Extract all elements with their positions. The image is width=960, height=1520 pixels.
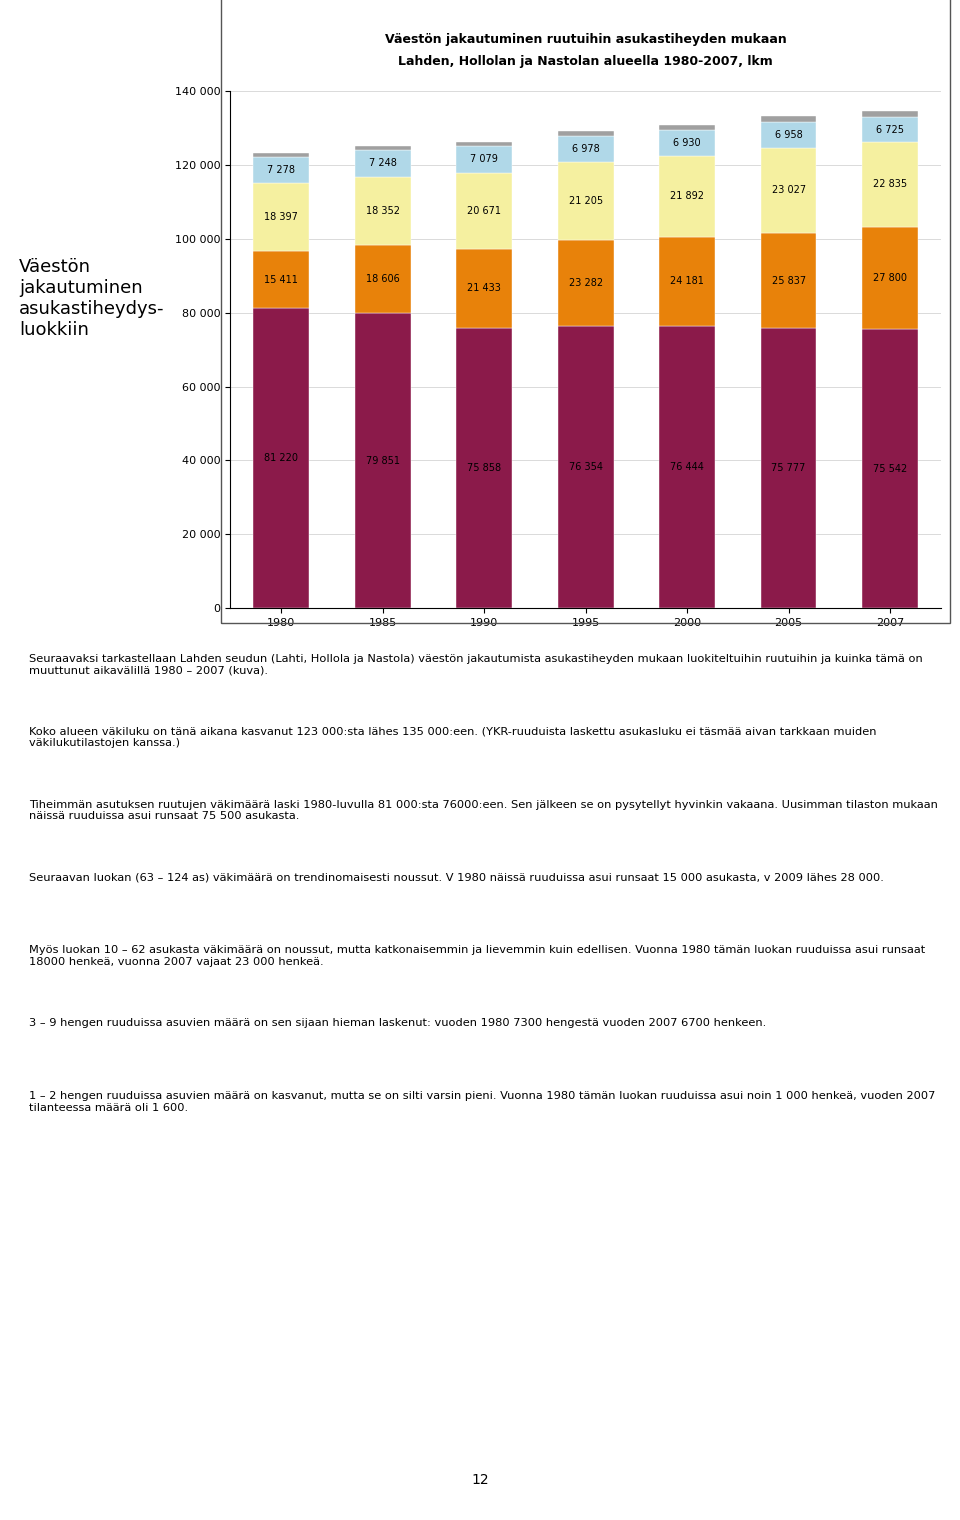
Bar [558, 131, 613, 137]
Text: 27 800: 27 800 [873, 272, 907, 283]
Text: Väestön
jakautuminen
asukastiheydys-
luokkiin: Väestön jakautuminen asukastiheydys- luo… [19, 258, 165, 339]
Bar [760, 328, 816, 608]
Bar [660, 125, 715, 131]
Text: 24 181: 24 181 [670, 277, 704, 286]
Bar [456, 141, 512, 146]
Text: 76 354: 76 354 [568, 462, 603, 473]
Bar [354, 176, 411, 245]
Text: Tiheimmän asutuksen ruutujen väkimäärä laski 1980-luvulla 81 000:sta 76000:een. : Tiheimmän asutuksen ruutujen väkimäärä l… [29, 800, 938, 821]
Bar [456, 249, 512, 328]
Bar [760, 147, 816, 233]
Text: 23 027: 23 027 [772, 185, 805, 196]
Text: 1 – 2 hengen ruuduissa asuvien määrä on kasvanut, mutta se on silti varsin pieni: 1 – 2 hengen ruuduissa asuvien määrä on … [29, 1091, 935, 1113]
Text: Myös luokan 10 – 62 asukasta väkimäärä on noussut, mutta katkonaisemmin ja lieve: Myös luokan 10 – 62 asukasta väkimäärä o… [29, 945, 925, 967]
Bar [456, 173, 512, 249]
Text: 3 – 9 hengen ruuduissa asuvien määrä on sen sijaan hieman laskenut: vuoden 1980 : 3 – 9 hengen ruuduissa asuvien määrä on … [29, 1018, 766, 1029]
Text: 6 725: 6 725 [876, 125, 904, 135]
Bar [558, 240, 613, 327]
Bar [760, 233, 816, 328]
Text: 22 835: 22 835 [873, 179, 907, 190]
Text: 76 444: 76 444 [670, 462, 704, 471]
Text: 20 671: 20 671 [468, 205, 501, 216]
Text: 12: 12 [471, 1473, 489, 1487]
Bar [354, 146, 411, 150]
Text: Seuraavan luokan (63 – 124 as) väkimäärä on trendinomaisesti noussut. V 1980 näi: Seuraavan luokan (63 – 124 as) väkimäärä… [29, 872, 883, 883]
Bar [456, 146, 512, 173]
Bar [862, 330, 918, 608]
Bar [354, 245, 411, 313]
Bar [760, 122, 816, 147]
Bar [253, 251, 309, 309]
Bar [253, 157, 309, 184]
Bar [456, 328, 512, 608]
Text: 6 930: 6 930 [673, 138, 701, 147]
Text: 6 978: 6 978 [572, 144, 599, 154]
Text: Seuraavaksi tarkastellaan Lahden seudun (Lahti, Hollola ja Nastola) väestön jaka: Seuraavaksi tarkastellaan Lahden seudun … [29, 654, 923, 675]
Bar [354, 313, 411, 608]
Text: Väestön jakautuminen ruutuihin asukastiheyden mukaan: Väestön jakautuminen ruutuihin asukastih… [385, 32, 786, 46]
Bar [253, 154, 309, 157]
Text: 75 777: 75 777 [772, 464, 805, 473]
Bar [253, 309, 309, 608]
Text: Lahden, Hollolan ja Nastolan alueella 1980-2007, lkm: Lahden, Hollolan ja Nastolan alueella 19… [398, 55, 773, 68]
Bar [558, 137, 613, 163]
Text: 6 958: 6 958 [775, 131, 803, 140]
Text: 25 837: 25 837 [772, 275, 805, 286]
Bar [660, 155, 715, 237]
Text: 75 542: 75 542 [873, 464, 907, 474]
Text: 7 248: 7 248 [369, 158, 396, 169]
Bar [558, 163, 613, 240]
Text: 18 606: 18 606 [366, 274, 399, 284]
Text: 79 851: 79 851 [366, 456, 399, 465]
Text: 18 397: 18 397 [264, 213, 299, 222]
Text: 7 079: 7 079 [470, 155, 498, 164]
Text: 7 278: 7 278 [267, 166, 295, 175]
Bar [862, 111, 918, 117]
Bar [354, 150, 411, 176]
Bar [558, 327, 613, 608]
Text: 21 205: 21 205 [568, 196, 603, 207]
Bar [660, 237, 715, 325]
Bar [660, 325, 715, 608]
Text: 21 433: 21 433 [468, 283, 501, 293]
Bar [862, 226, 918, 330]
Bar [253, 184, 309, 251]
Bar [862, 117, 918, 143]
Bar [660, 131, 715, 155]
Text: 15 411: 15 411 [264, 275, 299, 284]
Text: 81 220: 81 220 [264, 453, 299, 464]
Text: 75 858: 75 858 [468, 464, 501, 473]
Text: Koko alueen väkiluku on tänä aikana kasvanut 123 000:sta lähes 135 000:een. (YKR: Koko alueen väkiluku on tänä aikana kasv… [29, 727, 876, 748]
Bar [862, 143, 918, 226]
Text: 18 352: 18 352 [366, 205, 399, 216]
Bar [760, 117, 816, 122]
Text: 23 282: 23 282 [568, 278, 603, 289]
Text: 21 892: 21 892 [670, 192, 704, 201]
